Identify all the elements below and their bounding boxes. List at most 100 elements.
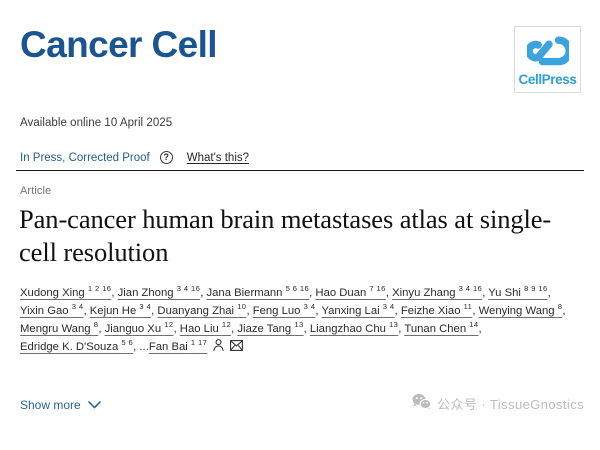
author-link[interactable]: Yu Shi 8 9 16 (488, 284, 548, 300)
author-affiliation-refs: 3 4 (139, 302, 152, 312)
author-affiliation-refs: 1 17 (190, 338, 208, 348)
author-list-truncation: ... (139, 341, 149, 354)
author-affiliation-refs: 12 (164, 320, 174, 330)
author-name: Xinyu Zhang (392, 287, 459, 300)
author-name: Wenying Wang (478, 305, 558, 318)
author-affiliation-refs: 3 4 16 (458, 284, 483, 294)
whats-this-link[interactable]: What's this? (186, 151, 250, 164)
author-action-icons (213, 339, 244, 352)
author-affiliation-refs: 3 4 (303, 302, 316, 312)
author-link[interactable]: Jian Zhong 3 4 16 (117, 284, 201, 300)
author-separator: , (309, 287, 316, 300)
author-affiliation-refs: 14 (469, 320, 479, 330)
author-separator: , (173, 323, 180, 336)
author-link[interactable]: Hao Liu 12 (179, 320, 232, 336)
author-separator: , (98, 323, 105, 336)
author-separator: , (231, 323, 238, 336)
author-separator: , (547, 287, 551, 300)
cellpress-logo[interactable]: CellPress (514, 26, 581, 93)
author-link[interactable]: Duanyang Zhai 10 (157, 302, 247, 318)
author-link[interactable]: Yixin Gao 3 4 (20, 302, 84, 317)
author-name: Duanyang Zhai (157, 305, 238, 318)
author-affiliation-refs: 5 6 (121, 338, 134, 348)
author-separator: , (385, 287, 393, 300)
author-name: Yanxing Lai (321, 305, 383, 318)
question-mark-circle-icon[interactable]: ? (159, 151, 173, 164)
header-divider (16, 170, 584, 171)
author-separator: , (83, 305, 90, 318)
author-separator: , (478, 323, 482, 336)
show-more-label: Show more (20, 398, 81, 412)
author-link[interactable]: Fan Bai 1 17 (148, 338, 208, 354)
author-name: Mengru Wang (20, 323, 94, 336)
author-name: Kejun He (89, 305, 140, 318)
author-separator: , (200, 287, 207, 300)
author-link[interactable]: Jianguo Xu 12 (104, 320, 174, 336)
author-link[interactable]: Tunan Chen 14 (404, 320, 479, 336)
author-name: Edridge K. D'Souza (20, 341, 122, 354)
author-affiliation-refs: 1 2 16 (87, 284, 112, 294)
author-list: Xudong Xing 1 2 16, Jian Zhong 3 4 16, J… (16, 284, 584, 356)
author-link[interactable]: Feizhe Xiao 11 (400, 303, 472, 318)
author-affiliation-refs: 13 (389, 320, 399, 330)
author-link[interactable]: Xudong Xing 1 2 16 (20, 284, 112, 300)
show-more-button[interactable]: Show more (20, 398, 101, 412)
author-name: Fan Bai (148, 341, 191, 354)
author-name: Jana Biermann (206, 287, 286, 300)
author-affiliation-refs: 8 9 16 (524, 284, 548, 294)
author-separator: , (394, 305, 401, 318)
page-title: Pan-cancer human brain metastases atlas … (19, 204, 552, 267)
chevron-down-icon (87, 401, 101, 409)
author-affiliation-refs: 13 (294, 320, 304, 330)
author-affiliation-refs: 8 (93, 320, 99, 330)
author-separator: , (482, 287, 489, 300)
wechat-icon (412, 393, 432, 413)
author-separator: , (315, 305, 322, 318)
watermark: 公众号 · TissueGnostics (412, 393, 584, 413)
author-link[interactable]: Liangzhao Chu 13 (309, 320, 399, 336)
author-name: Hao Liu (179, 323, 222, 336)
author-link[interactable]: Feng Luo 3 4 (252, 302, 316, 318)
author-name: Tunan Chen (404, 323, 470, 336)
author-name: Liangzhao Chu (309, 323, 390, 336)
author-affiliation-refs: 3 4 16 (176, 284, 201, 294)
author-name: Jianguo Xu (104, 323, 165, 336)
masthead: Cancer Cell CellPress (16, 0, 584, 93)
author-name: Yu Shi (488, 287, 525, 300)
author-name: Feng Luo (252, 305, 304, 318)
author-link[interactable]: Edridge K. D'Souza 5 6 (20, 338, 134, 354)
author-name: Jian Zhong (117, 287, 177, 300)
author-separator: , (246, 305, 253, 318)
author-name: Hao Duan (315, 287, 370, 300)
author-link[interactable]: Jiaze Tang 13 (237, 320, 304, 336)
author-link[interactable]: Jana Biermann 5 6 16 (206, 285, 309, 300)
journal-title: Cancer Cell (20, 24, 218, 65)
author-name: Xudong Xing (20, 287, 88, 300)
author-separator: , (111, 287, 118, 300)
author-name: Feizhe Xiao (400, 305, 464, 318)
author-link[interactable]: Xinyu Zhang 3 4 16 (392, 284, 483, 300)
author-affiliation-refs: 12 (221, 320, 232, 330)
article-type-label: Article (20, 185, 52, 197)
author-affiliation-refs: 10 (237, 302, 247, 312)
author-separator: , (303, 323, 310, 336)
publication-status-row: In Press, Corrected Proof ? What's this? (16, 151, 584, 170)
status-badge: In Press, Corrected Proof (20, 151, 150, 164)
author-affiliation-refs: 8 (557, 302, 563, 312)
author-link[interactable]: Hao Duan 7 16 (315, 284, 386, 300)
author-affiliation-refs: 3 4 (71, 302, 84, 312)
author-separator: , (562, 305, 566, 318)
author-separator: , (151, 305, 158, 318)
author-link[interactable]: Kejun He 3 4 (89, 302, 152, 318)
author-name: Jiaze Tang (237, 323, 295, 336)
author-link[interactable]: Yanxing Lai 3 4 (321, 303, 394, 318)
author-separator: , (472, 305, 479, 318)
author-separator: , (133, 341, 140, 354)
cellpress-wordmark: CellPress (518, 71, 577, 87)
author-link[interactable]: Mengru Wang 8 (20, 320, 99, 336)
watermark-text: 公众号 · TissueGnostics (437, 396, 584, 412)
envelope-icon[interactable] (230, 339, 244, 351)
author-link[interactable]: Wenying Wang 8 (478, 302, 563, 318)
author-person-icon[interactable] (213, 339, 224, 352)
author-affiliation-refs: 7 16 (369, 284, 386, 294)
